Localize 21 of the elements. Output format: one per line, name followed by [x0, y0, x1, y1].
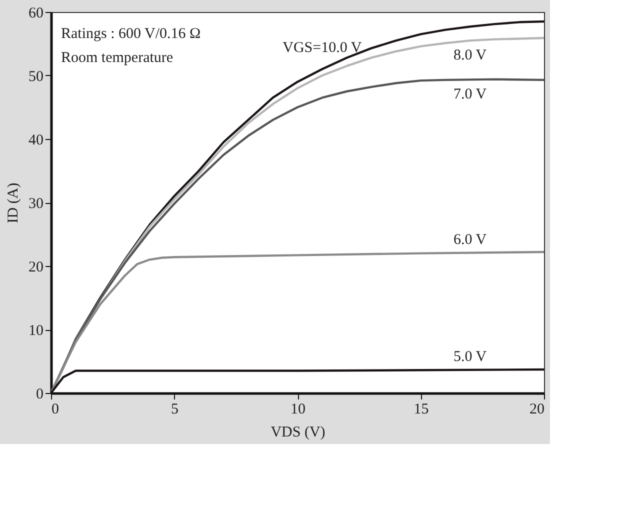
series-label: 6.0 V — [454, 232, 487, 248]
y-tick-label: 30 — [28, 196, 44, 212]
x-tick-label: 10 — [290, 402, 306, 418]
x-axis-title: VDS (V) — [270, 424, 326, 440]
y-tick-label: 60 — [28, 6, 44, 22]
x-tick-label: 15 — [414, 402, 429, 418]
series-label: 7.0 V — [454, 86, 487, 103]
y-tick-label: 20 — [28, 260, 44, 276]
y-axis-title: ID (A) — [6, 182, 22, 224]
x-tick-label: 5 — [171, 402, 178, 418]
annotation: Ratings : 600 V/0.16 Ω — [61, 26, 201, 42]
x-tick-label: 20 — [530, 402, 544, 418]
y-tick-label: 10 — [28, 323, 44, 339]
y-tick-label: 40 — [28, 132, 44, 148]
series-label: 8.0 V — [454, 48, 487, 64]
y-tick-label: 0 — [36, 386, 44, 402]
series-label: VGS=10.0 V — [282, 40, 362, 56]
x-tick-label: 0 — [52, 402, 59, 418]
y-tick-label: 50 — [28, 69, 44, 85]
series-label: 5.0 V — [454, 348, 487, 365]
annotation: Room temperature — [61, 50, 174, 66]
